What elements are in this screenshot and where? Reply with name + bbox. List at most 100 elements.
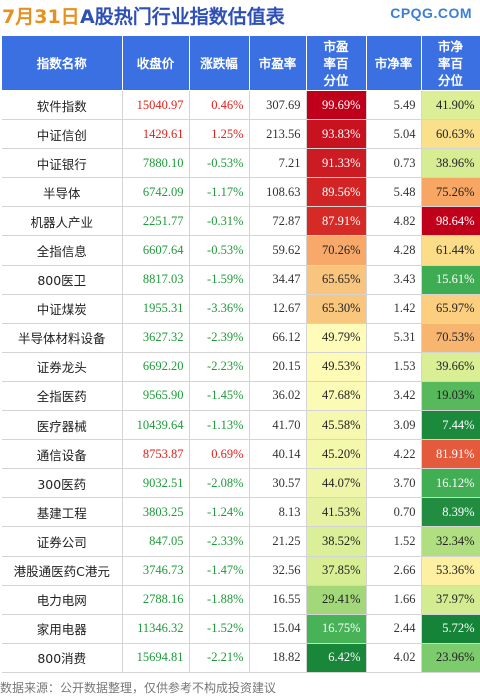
table-row[interactable]: 家用电器 11346.32 -1.52% 15.04 16.75% 2.44 5.72%	[2, 614, 480, 644]
cell-change: 1.25%	[189, 119, 250, 150]
cell-pe-percentile: 65.30%	[306, 294, 367, 324]
cell-pb-percentile: 60.63%	[421, 119, 480, 150]
table-row[interactable]: 300医药 9032.51 -2.08% 30.57 44.07% 3.70 16.12%	[2, 468, 480, 499]
cell-pb: 5.31	[366, 323, 422, 353]
cell-pb-percentile: 19.03%	[421, 381, 480, 412]
cell-pb-percentile: 61.44%	[421, 235, 480, 266]
cell-change: 0.46%	[189, 90, 250, 121]
cell-close: 15694.81	[122, 643, 190, 673]
table-row[interactable]: 800消费 15694.81 -2.21% 18.82 6.42% 4.02 23.96%	[2, 643, 480, 673]
table-row[interactable]: 中证煤炭 1955.31 -3.36% 12.67 65.30% 1.42 65.97%	[2, 294, 480, 324]
cell-pe: 213.56	[249, 119, 307, 150]
col-header-close[interactable]: 收盘价	[122, 36, 190, 91]
col-header-name[interactable]: 指数名称	[2, 36, 123, 91]
cell-index-name: 全指医药	[2, 381, 123, 412]
cell-pb-percentile: 53.36%	[421, 556, 480, 586]
cell-close: 3803.25	[122, 497, 190, 528]
table-row[interactable]: 基建工程 3803.25 -1.24% 8.13 41.53% 0.70 8.39%	[2, 497, 480, 528]
table-row[interactable]: 800医卫 8817.03 -1.59% 34.47 65.65% 3.43 15.61%	[2, 265, 480, 295]
cell-pb: 4.02	[366, 643, 422, 673]
col-header-pe-percentile[interactable]: 市盈率百分位	[306, 36, 367, 91]
cell-pe: 34.47	[249, 265, 307, 295]
cell-pe: 108.63	[249, 177, 307, 208]
cell-pe-percentile: 65.65%	[306, 265, 367, 295]
col-header-pb[interactable]: 市净率	[366, 36, 422, 91]
cell-close: 6742.09	[122, 177, 190, 208]
cell-change: -2.21%	[189, 643, 250, 673]
cell-change: -2.39%	[189, 323, 250, 353]
cell-pb-percentile: 39.66%	[421, 352, 480, 382]
cell-index-name: 中证煤炭	[2, 294, 123, 324]
cell-change: -1.13%	[189, 410, 250, 441]
cell-pe: 20.15	[249, 352, 307, 382]
cell-pe-percentile: 99.69%	[306, 90, 367, 121]
cell-pb-percentile: 16.12%	[421, 468, 480, 499]
table-row[interactable]: 证券公司 847.05 -2.33% 21.25 38.52% 1.52 32.34%	[2, 526, 480, 557]
cell-pe-percentile: 70.26%	[306, 235, 367, 266]
cell-change: -0.53%	[189, 148, 250, 179]
cell-close: 8753.87	[122, 439, 190, 470]
cell-pe: 40.14	[249, 439, 307, 470]
table-row[interactable]: 中证信创 1429.61 1.25% 213.56 93.83% 5.04 60.63%	[2, 119, 480, 150]
footer-note: 数据来源：公开数据整理，仅供参考不构成投资建议	[0, 681, 277, 695]
table-row[interactable]: 中证银行 7880.10 -0.53% 7.21 91.33% 0.73 38.96%	[2, 148, 480, 179]
cell-pe: 307.69	[249, 90, 307, 121]
cell-index-name: 港股通医药C港元	[2, 556, 123, 586]
page-title: A股热门行业指数估值表	[80, 6, 285, 28]
cell-pb-percentile: 70.53%	[421, 323, 480, 353]
cell-pe: 8.13	[249, 497, 307, 528]
col-header-pb-percentile[interactable]: 市净率百分位	[421, 36, 480, 91]
table-row[interactable]: 半导体 6742.09 -1.17% 108.63 89.56% 5.48 75.26%	[2, 177, 480, 208]
cell-close: 15040.97	[122, 90, 190, 121]
brand-logo[interactable]: CPQG.COM	[390, 5, 472, 21]
table-row[interactable]: 电力电网 2788.16 -1.88% 16.55 29.41% 1.66 37.97%	[2, 585, 480, 615]
col-header-pb-percentile-label: 市净率百分位	[437, 38, 463, 88]
cell-change: -3.36%	[189, 294, 250, 324]
cell-pe-percentile: 38.52%	[306, 526, 367, 557]
cell-pb: 1.66	[366, 585, 422, 615]
table-row[interactable]: 通信设备 8753.87 0.69% 40.14 45.20% 4.22 81.91%	[2, 439, 480, 470]
cell-pe-percentile: 6.42%	[306, 643, 367, 673]
table-row[interactable]: 机器人产业 2251.77 -0.31% 72.87 87.91% 4.82 98.64%	[2, 206, 480, 237]
cell-index-name: 半导体材料设备	[2, 323, 123, 353]
cell-change: -1.45%	[189, 381, 250, 412]
cell-pb-percentile: 23.96%	[421, 643, 480, 673]
table-row[interactable]: 软件指数 15040.97 0.46% 307.69 99.69% 5.49 41.90%	[2, 90, 480, 121]
cell-index-name: 通信设备	[2, 439, 123, 470]
cell-change: -2.33%	[189, 526, 250, 557]
cell-index-name: 中证信创	[2, 119, 123, 150]
table-row[interactable]: 全指信息 6607.64 -0.53% 59.62 70.26% 4.28 61.44%	[2, 235, 480, 266]
cell-index-name: 证券公司	[2, 526, 123, 557]
table-row[interactable]: 证券龙头 6692.20 -2.23% 20.15 49.53% 1.53 39.66%	[2, 352, 480, 382]
cell-pe: 30.57	[249, 468, 307, 499]
cell-change: -0.53%	[189, 235, 250, 266]
cell-pb-percentile: 98.64%	[421, 206, 480, 237]
cell-pb: 3.42	[366, 381, 422, 412]
cell-pb-percentile: 8.39%	[421, 497, 480, 528]
cell-change: -2.23%	[189, 352, 250, 382]
cell-pe: 36.02	[249, 381, 307, 412]
cell-pb: 1.53	[366, 352, 422, 382]
cell-index-name: 800医卫	[2, 265, 123, 295]
cell-change: -1.59%	[189, 265, 250, 295]
cell-pe-percentile: 49.53%	[306, 352, 367, 382]
cell-close: 2251.77	[122, 206, 190, 237]
table-row[interactable]: 港股通医药C港元 3746.73 -1.47% 32.56 37.85% 2.66 53.3…	[2, 556, 480, 586]
title-date: 7月31日	[2, 6, 80, 28]
cell-pe-percentile: 91.33%	[306, 148, 367, 179]
cell-pe: 21.25	[249, 526, 307, 557]
cell-pe-percentile: 49.79%	[306, 323, 367, 353]
col-header-pe[interactable]: 市盈率	[249, 36, 307, 91]
cell-pe-percentile: 45.58%	[306, 410, 367, 441]
table-row[interactable]: 全指医药 9565.90 -1.45% 36.02 47.68% 3.42 19.03%	[2, 381, 480, 412]
cell-index-name: 电力电网	[2, 585, 123, 615]
table-row[interactable]: 半导体材料设备 3627.32 -2.39% 66.12 49.79% 5.31 70.53…	[2, 323, 480, 353]
cell-pb: 5.48	[366, 177, 422, 208]
cell-pe: 18.82	[249, 643, 307, 673]
cell-pb-percentile: 32.34%	[421, 526, 480, 557]
col-header-change[interactable]: 涨跌幅	[189, 36, 250, 91]
table-row[interactable]: 医疗器械 10439.64 -1.13% 41.70 45.58% 3.09 7.44%	[2, 410, 480, 441]
cell-index-name: 证券龙头	[2, 352, 123, 382]
cell-index-name: 800消费	[2, 643, 123, 673]
cell-pb-percentile: 81.91%	[421, 439, 480, 470]
